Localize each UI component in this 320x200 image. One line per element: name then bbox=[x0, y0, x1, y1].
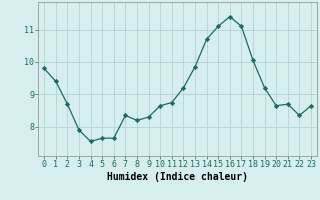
X-axis label: Humidex (Indice chaleur): Humidex (Indice chaleur) bbox=[107, 172, 248, 182]
